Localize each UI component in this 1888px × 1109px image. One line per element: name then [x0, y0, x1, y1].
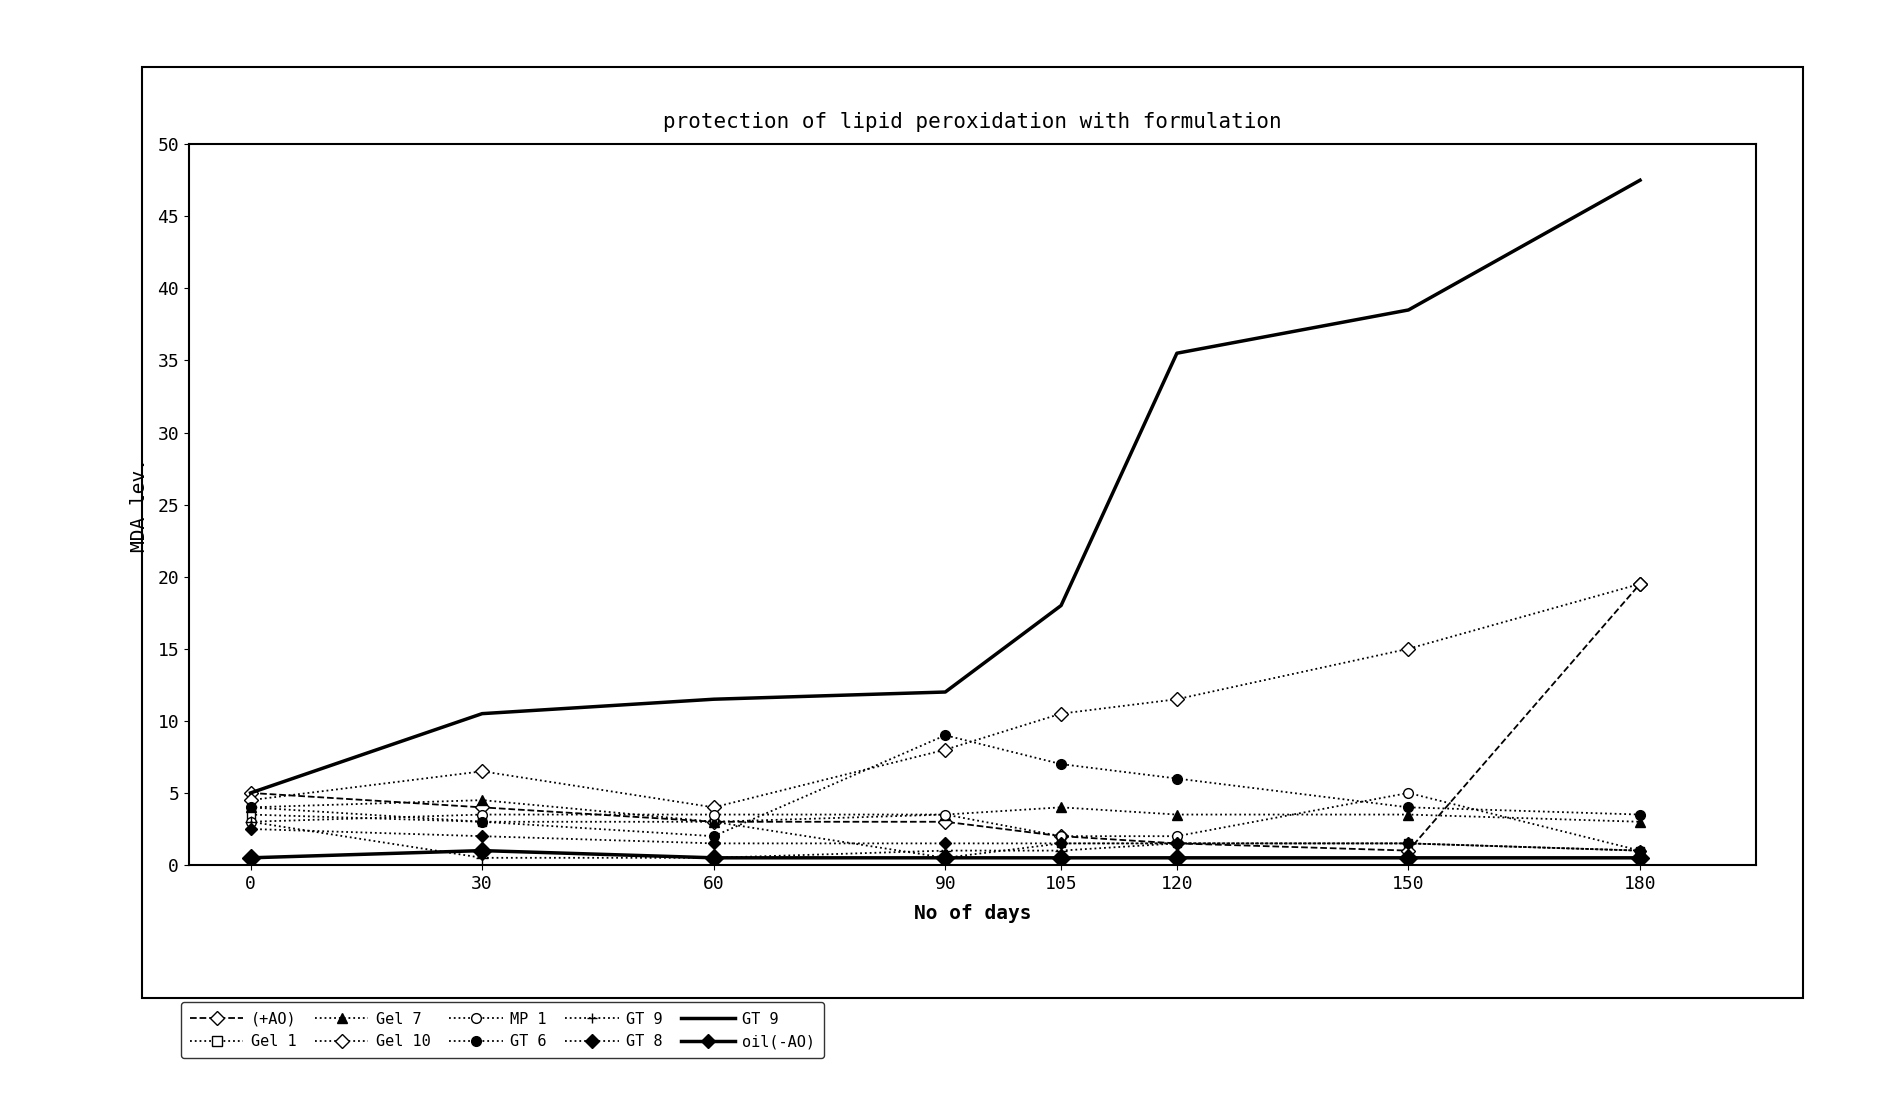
Title: protection of lipid peroxidation with formulation: protection of lipid peroxidation with fo…: [663, 112, 1282, 132]
Legend: (+AO), Gel 1, Gel 7, Gel 10, MP 1, GT 6, GT 9, GT 8, GT 9, oil(-AO): (+AO), Gel 1, Gel 7, Gel 10, MP 1, GT 6,…: [181, 1003, 825, 1058]
Y-axis label: MDA lev.: MDA lev.: [130, 458, 149, 551]
X-axis label: No of days: No of days: [914, 904, 1031, 923]
